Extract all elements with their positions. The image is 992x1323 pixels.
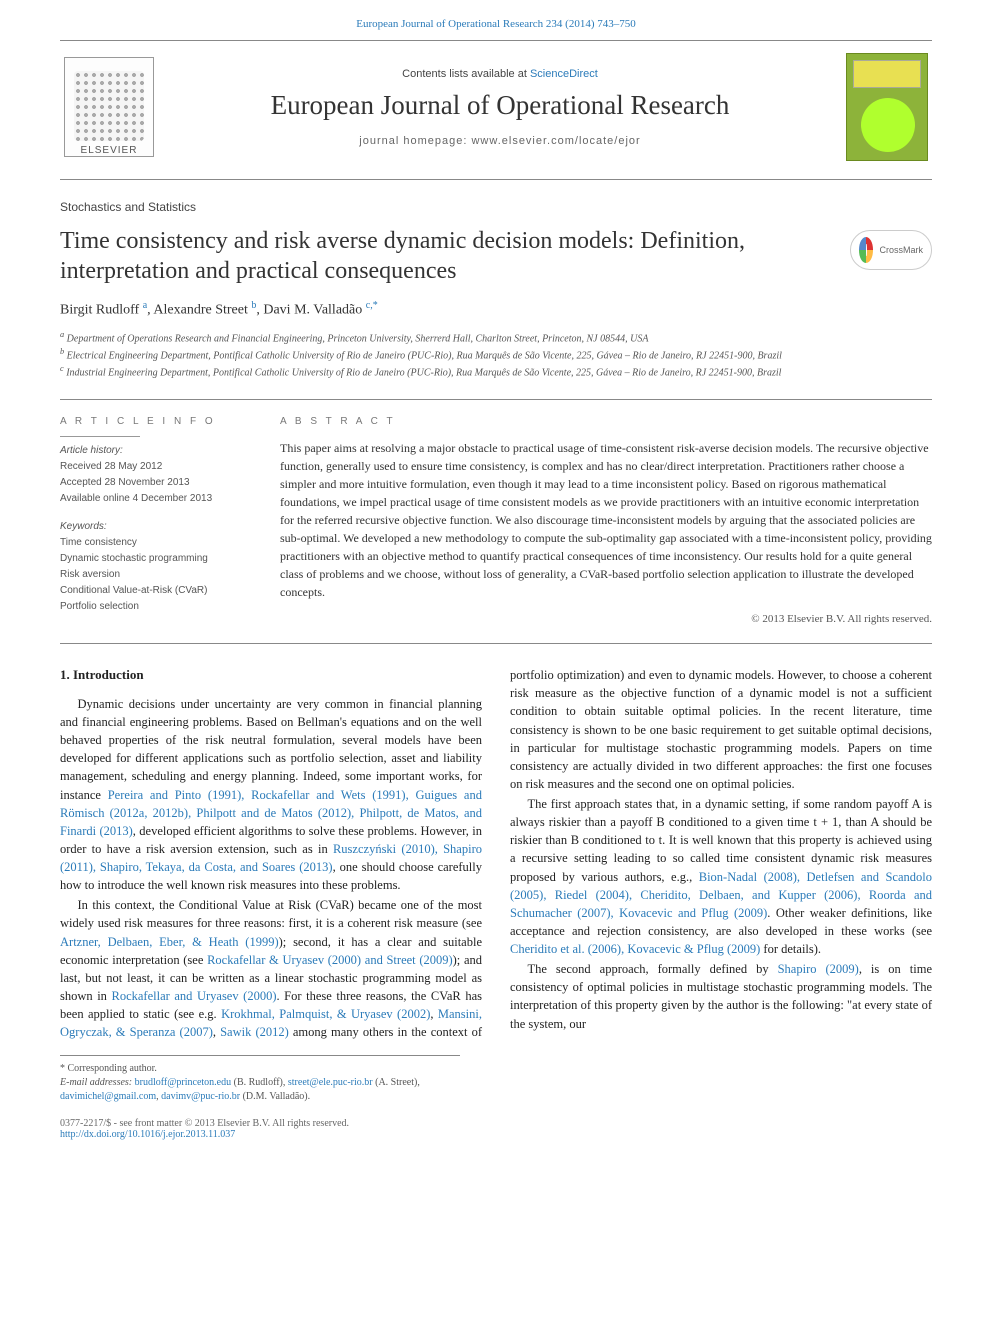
keyword: Time consistency — [60, 535, 260, 551]
abstract-heading: A B S T R A C T — [280, 414, 932, 429]
email-link[interactable]: brudloff@princeton.edu — [135, 1077, 232, 1088]
body-paragraph: The first approach states that, in a dyn… — [510, 795, 932, 958]
citation-link[interactable]: Cheridito et al. (2006), Kovacevic & Pfl… — [510, 942, 760, 956]
crossmark-icon — [859, 237, 873, 263]
article-section-tag: Stochastics and Statistics — [60, 200, 932, 214]
body-text: for details). — [760, 942, 821, 956]
contents-prefix: Contents lists available at — [402, 68, 530, 80]
history-item: Available online 4 December 2013 — [60, 491, 260, 507]
citation-link[interactable]: Shapiro (2009) — [778, 962, 859, 976]
citation-link[interactable]: Artzner, Delbaen, Eber, & Heath (1999) — [60, 935, 279, 949]
emails-label: E-mail addresses: — [60, 1077, 135, 1088]
sciencedirect-link[interactable]: ScienceDirect — [530, 68, 598, 80]
banner-center: Contents lists available at ScienceDirec… — [154, 68, 846, 147]
body-text: Dynamic decisions under uncertainty are … — [60, 697, 482, 802]
body-text: , — [430, 1007, 438, 1021]
elsevier-label: ELSEVIER — [81, 145, 138, 156]
article-title: Time consistency and risk averse dynamic… — [60, 226, 840, 286]
email-link[interactable]: street@ele.puc-rio.br — [288, 1077, 373, 1088]
abstract-text: This paper aims at resolving a major obs… — [280, 439, 932, 601]
history-item: Received 28 May 2012 — [60, 459, 260, 475]
elsevier-tree-icon — [74, 71, 144, 141]
doi-link[interactable]: http://dx.doi.org/10.1016/j.ejor.2013.11… — [60, 1129, 932, 1140]
page-footer: 0377-2217/$ - see front matter © 2013 El… — [60, 1118, 932, 1140]
keywords-label: Keywords: — [60, 519, 260, 535]
citation-link[interactable]: Krokhmal, Palmquist, & Uryasev (2002) — [221, 1007, 430, 1021]
citation-link[interactable]: Sawik (2012) — [220, 1025, 289, 1039]
body-paragraph: Dynamic decisions under uncertainty are … — [60, 695, 482, 894]
front-matter-line: 0377-2217/$ - see front matter © 2013 El… — [60, 1118, 932, 1129]
email-who: (A. Street), — [373, 1077, 420, 1088]
body-text: In this context, the Conditional Value a… — [60, 898, 482, 930]
intro-heading: 1. Introduction — [60, 666, 482, 685]
email-who: (B. Rudloff), — [231, 1077, 288, 1088]
crossmark-badge[interactable]: CrossMark — [850, 230, 932, 270]
contents-line: Contents lists available at ScienceDirec… — [154, 68, 846, 80]
article-info-column: A R T I C L E I N F O Article history: R… — [60, 414, 280, 628]
keyword: Dynamic stochastic programming — [60, 551, 260, 567]
info-abstract-box: A R T I C L E I N F O Article history: R… — [60, 399, 932, 645]
footnotes: * Corresponding author. E-mail addresses… — [60, 1055, 460, 1104]
email-link[interactable]: davimichel@gmail.com — [60, 1091, 156, 1102]
history-item: Accepted 28 November 2013 — [60, 475, 260, 491]
body-paragraph: The second approach, formally defined by… — [510, 960, 932, 1033]
journal-banner: ELSEVIER Contents lists available at Sci… — [60, 40, 932, 180]
email-link[interactable]: davimv@puc-rio.br — [161, 1091, 240, 1102]
journal-cover-thumbnail[interactable] — [846, 53, 928, 161]
body-text: , — [213, 1025, 220, 1039]
corresponding-author-note: * Corresponding author. — [60, 1062, 460, 1076]
affiliations: a Department of Operations Research and … — [60, 329, 932, 381]
keyword: Portfolio selection — [60, 599, 260, 615]
citation-link[interactable]: Rockafellar and Uryasev (2000) — [111, 989, 276, 1003]
body-text: The second approach, formally defined by — [528, 962, 778, 976]
journal-name: European Journal of Operational Research — [154, 90, 846, 121]
issue-reference[interactable]: European Journal of Operational Research… — [0, 0, 992, 40]
citation-link[interactable]: Rockafellar & Uryasev (2000) and Street … — [207, 953, 453, 967]
crossmark-label: CrossMark — [879, 245, 923, 255]
abstract-column: A B S T R A C T This paper aims at resol… — [280, 414, 932, 628]
history-label: Article history: — [60, 443, 260, 459]
email-line: E-mail addresses: brudloff@princeton.edu… — [60, 1076, 460, 1104]
keyword: Conditional Value-at-Risk (CVaR) — [60, 583, 260, 599]
keyword: Risk aversion — [60, 567, 260, 583]
authors-line: Birgit Rudloff a, Alexandre Street b, Da… — [60, 300, 932, 319]
elsevier-logo[interactable]: ELSEVIER — [64, 57, 154, 157]
article-info-heading: A R T I C L E I N F O — [60, 414, 260, 430]
email-who: (D.M. Valladão). — [240, 1091, 310, 1102]
journal-homepage[interactable]: journal homepage: www.elsevier.com/locat… — [154, 135, 846, 147]
abstract-copyright: © 2013 Elsevier B.V. All rights reserved… — [280, 611, 932, 628]
article-body: 1. Introduction Dynamic decisions under … — [60, 666, 932, 1041]
